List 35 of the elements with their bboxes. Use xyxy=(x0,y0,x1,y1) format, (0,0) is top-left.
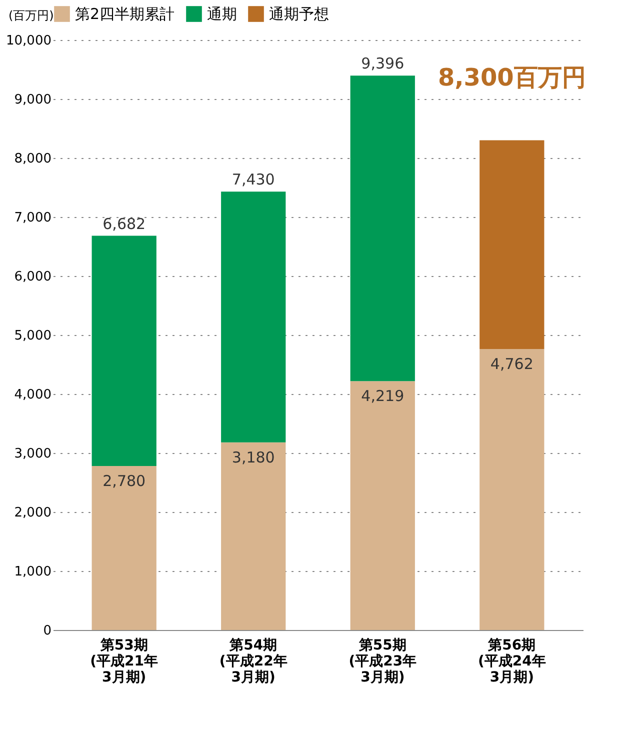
y-tick-label: 9,000 xyxy=(14,92,52,108)
legend-label: 第2四半期累計 xyxy=(75,5,175,23)
data-label: 4,762 xyxy=(490,355,534,374)
y-tick-label: 1,000 xyxy=(14,564,52,580)
y-tick-label: 0 xyxy=(43,624,52,638)
y-tick-label: 8,000 xyxy=(14,152,52,166)
bar xyxy=(221,442,286,630)
total-label: 6,682 xyxy=(102,214,146,233)
data-label: 2,780 xyxy=(102,472,146,490)
legend-label: 通期予想 xyxy=(269,5,329,23)
total-label: 7,430 xyxy=(232,170,275,189)
y-tick-label: 4,000 xyxy=(14,388,52,402)
legend-label: 通期 xyxy=(207,5,237,23)
data-label: 3,180 xyxy=(232,448,275,466)
bar xyxy=(350,381,415,630)
y-axis-title: (百万円) xyxy=(8,8,54,22)
y-tick-label: 5,000 xyxy=(14,328,52,344)
annotation: 8,300百万円 xyxy=(438,63,586,92)
y-tick-label: 10,000 xyxy=(6,34,52,48)
x-tick-label: 第53期 (平成21年 3月期) xyxy=(90,638,158,686)
x-tick-label: 第54期 (平成22年 3月期) xyxy=(219,638,288,686)
bar xyxy=(92,236,156,466)
total-label: 9,396 xyxy=(361,54,404,73)
y-tick-label: 3,000 xyxy=(14,446,52,462)
bar xyxy=(480,140,544,350)
data-label: 4,219 xyxy=(361,387,404,406)
x-tick-label: 第56期 (平成24年 3月期) xyxy=(478,638,546,686)
y-tick-label: 2,000 xyxy=(14,506,52,520)
y-tick-label: 6,000 xyxy=(14,270,52,284)
bar xyxy=(92,466,156,630)
x-tick-label: 第55期 (平成23年 3月期) xyxy=(348,638,417,686)
bar xyxy=(480,349,544,630)
y-tick-label: 7,000 xyxy=(14,210,52,226)
bar xyxy=(221,192,286,442)
bar xyxy=(350,76,415,382)
